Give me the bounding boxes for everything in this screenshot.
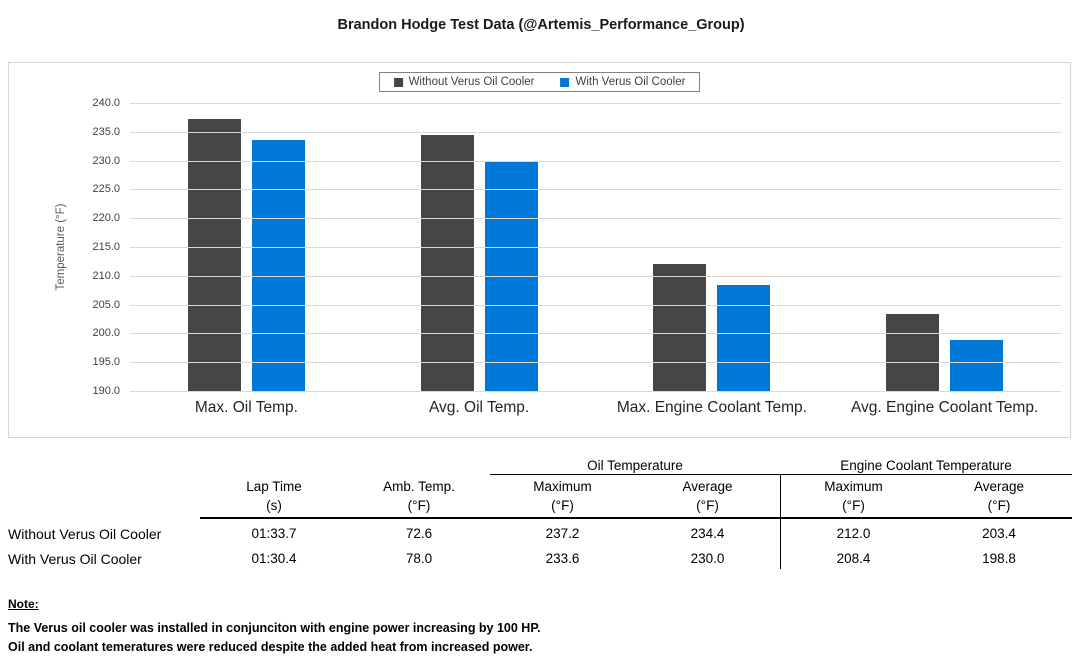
data-table: Oil Temperature Engine Coolant Temperatur… bbox=[0, 456, 1072, 569]
table-cell: 237.2 bbox=[545, 526, 580, 541]
table-group-spacer bbox=[0, 456, 490, 475]
y-tick-label: 195.0 bbox=[92, 356, 120, 369]
note-section: Note: The Verus oil cooler was installed… bbox=[8, 597, 541, 657]
note-line: The Verus oil cooler was installed in co… bbox=[8, 621, 541, 635]
category-label: Avg. Engine Coolant Temp. bbox=[850, 399, 1039, 416]
table-header-spacer bbox=[0, 475, 200, 519]
table-cell: 212.0 bbox=[780, 519, 926, 544]
table-cell: 208.4 bbox=[780, 544, 926, 569]
category-group bbox=[828, 103, 1061, 391]
legend-item: Without Verus Oil Cooler bbox=[393, 76, 535, 88]
y-tick-label: 205.0 bbox=[92, 298, 120, 311]
gridline bbox=[130, 103, 1061, 104]
column-header-label: Average bbox=[682, 479, 733, 494]
y-tick-label: 220.0 bbox=[92, 212, 120, 225]
column-header-label: Lap Time bbox=[246, 479, 302, 494]
legend-label: With Verus Oil Cooler bbox=[575, 76, 686, 88]
chart-frame: Without Verus Oil Cooler With Verus Oil C… bbox=[8, 62, 1071, 438]
chart-title: Brandon Hodge Test Data (@Artemis_Perfor… bbox=[337, 17, 745, 33]
legend-label: Without Verus Oil Cooler bbox=[408, 76, 535, 88]
bars-row bbox=[130, 103, 1061, 391]
y-axis-title: Temperature (°F) bbox=[55, 203, 67, 291]
note-line: Oil and coolant temeratures were reduced… bbox=[8, 640, 533, 654]
column-header-label: Amb. Temp. bbox=[383, 479, 455, 494]
category-label: Max. Engine Coolant Temp. bbox=[616, 399, 807, 416]
column-header-label: Average bbox=[973, 479, 1025, 494]
gridline bbox=[130, 362, 1061, 364]
y-tick-label: 210.0 bbox=[92, 269, 120, 282]
table-cell: 230.0 bbox=[690, 551, 725, 566]
plot-area: 240.0 235.0 230.0 225.0 220.0 215.0 210.0 205.0… bbox=[92, 97, 1061, 397]
category-label: Max. Oil Temp. bbox=[194, 399, 298, 416]
table-row-label: Without Verus Oil Cooler bbox=[8, 526, 162, 542]
gridline bbox=[130, 131, 1061, 133]
table-row-label: With Verus Oil Cooler bbox=[8, 551, 142, 567]
chart-legend: Without Verus Oil Cooler With Verus Oil C… bbox=[378, 72, 701, 92]
table-cell: 233.6 bbox=[545, 551, 580, 566]
table-group-header: Oil Temperature bbox=[490, 456, 780, 475]
gridline bbox=[130, 218, 1061, 220]
column-header-unit: (°F) bbox=[551, 498, 574, 513]
table-cell: 78.0 bbox=[405, 551, 433, 566]
gridline bbox=[130, 160, 1061, 162]
bar bbox=[420, 135, 474, 391]
gridline bbox=[130, 304, 1061, 306]
gridline bbox=[130, 391, 1061, 392]
column-header-unit: (°F) bbox=[987, 498, 1011, 513]
table-column-header: Amb. Temp. (°F) bbox=[348, 475, 490, 519]
y-tick-label: 230.0 bbox=[92, 154, 120, 167]
note-heading: Note: bbox=[8, 597, 39, 611]
table-column-header: Average (°F) bbox=[635, 475, 780, 519]
bar bbox=[717, 285, 771, 391]
table-cell: 234.4 bbox=[690, 526, 725, 541]
category-group bbox=[596, 103, 829, 391]
column-header-unit: (s) bbox=[266, 498, 282, 513]
legend-swatch bbox=[393, 77, 403, 87]
gridline bbox=[130, 189, 1061, 191]
column-header-unit: (°F) bbox=[696, 498, 719, 513]
bar bbox=[950, 340, 1004, 391]
column-header-label: Maximum bbox=[533, 479, 592, 494]
y-tick-label: 200.0 bbox=[92, 327, 120, 340]
column-header-unit: (°F) bbox=[842, 498, 865, 513]
table-cell: 01:33.7 bbox=[251, 526, 297, 541]
bar bbox=[653, 264, 707, 391]
category-labels: Max. Oil Temp. Avg. Oil Temp. Max. Engine … bbox=[130, 399, 1061, 417]
y-tick-label: 235.0 bbox=[92, 125, 120, 138]
bar bbox=[187, 119, 241, 391]
bar bbox=[886, 313, 940, 391]
table-column-header: Maximum (°F) bbox=[490, 475, 635, 519]
category-label: Avg. Oil Temp. bbox=[429, 399, 530, 416]
y-tick-label: 215.0 bbox=[92, 241, 120, 253]
table-cell: 72.6 bbox=[405, 526, 433, 541]
bar bbox=[251, 139, 305, 391]
y-tick-label: 225.0 bbox=[92, 183, 120, 196]
table-cell: 203.4 bbox=[982, 526, 1016, 541]
legend-swatch bbox=[560, 77, 570, 87]
gridline bbox=[130, 333, 1061, 335]
table-cell: 198.8 bbox=[982, 551, 1016, 566]
column-header-label: Maximum bbox=[824, 479, 883, 494]
column-header-unit: (°F) bbox=[407, 498, 431, 513]
y-tick-label: 190.0 bbox=[92, 385, 120, 397]
table-column-header: Maximum (°F) bbox=[780, 475, 926, 519]
legend-item: With Verus Oil Cooler bbox=[560, 76, 685, 88]
category-group bbox=[130, 103, 363, 391]
y-tick-label: 240.0 bbox=[92, 97, 120, 109]
gridline bbox=[130, 275, 1061, 277]
table-column-header: Average (°F) bbox=[926, 475, 1072, 519]
table-cell: 01:30.4 bbox=[251, 551, 297, 566]
table-column-header: Lap Time (s) bbox=[200, 475, 348, 519]
gridline bbox=[130, 247, 1061, 248]
table-group-header: Engine Coolant Temperature bbox=[780, 456, 1072, 475]
